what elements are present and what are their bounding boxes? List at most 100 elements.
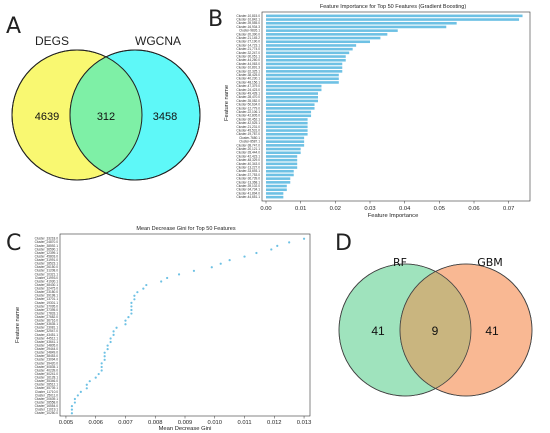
chart-c-tick-label-y: Cluster_10250.0 (35, 411, 59, 415)
chart-b-xlabel: Feature Importance (368, 213, 419, 219)
chart-c-tick-label-x: 0.013 (297, 420, 312, 426)
chart-b-tick-label-y: Cluster-21,231.0 (236, 125, 260, 129)
chart-b-bar (266, 177, 291, 180)
chart-b-tick-label-y: Cluster-10,842.1 (236, 17, 260, 21)
chart-b-bar (266, 18, 520, 21)
chart-c-tick-label-y: Cluster_16554.0 (35, 404, 59, 408)
chart-b-tick-label-y: Cluster-9826.1 (239, 29, 260, 33)
chart-b-bar (266, 51, 350, 55)
chart-c-point (106, 344, 109, 347)
chart-b-tick-label-y: Cluster-13,227.0 (236, 165, 260, 169)
chart-c-point (142, 287, 145, 290)
chart-c-tick-label-x: 0.008 (148, 420, 163, 426)
chart-c-point (85, 387, 88, 390)
chart-c-tick-label-y: Cluster_35346.0 (35, 379, 59, 383)
chart-b-title: Feature Importance for Top 50 Features (… (320, 4, 467, 10)
chart-b-tick-label-y: Cluster-24,423.0 (236, 88, 260, 92)
chart-b-tick-label-y: Cluster-50,634.0 (236, 103, 260, 107)
chart-c-tick-label-x: 0.005 (59, 420, 74, 426)
chart-b-ylabel: Feature name (224, 85, 230, 121)
chart-b-bar (266, 33, 388, 36)
chart-b-plot-area (261, 11, 531, 202)
chart-b-bar (266, 173, 294, 177)
chart-c-point (133, 294, 136, 297)
chart-c-tick-label-y: Cluster_31208.0 (35, 269, 59, 273)
chart-c-tick-label-y: Cluster_45739.1 (35, 386, 59, 390)
chart-b-bar (266, 95, 318, 99)
chart-b-tick-label-y: Cluster-44,651.1 (236, 195, 260, 199)
chart-b-bar (266, 162, 298, 166)
chart-b-tick-label-y: Cluster-48,329.0 (236, 158, 260, 162)
chart-c-point (177, 273, 181, 276)
chart-b-tick-label-y: Cluster-14,723.1 (236, 43, 260, 47)
chart-c-tick-label-y: Cluster_13701.1 (35, 297, 59, 301)
venn-d-right-label: GBM (477, 256, 503, 269)
venn-a-right-count: 3458 (153, 111, 177, 123)
chart-c-tick-label-y: Cluster_36716.0 (35, 319, 59, 323)
panel-letter-d: D (335, 231, 352, 256)
chart-b-tick-label-y: Cluster-7680.1 (239, 136, 260, 140)
chart-b-tick-label-y: Cluster-10,891.3 (236, 66, 260, 70)
venn-a-left-label: DEGS (35, 34, 69, 48)
chart-b-tick-label-y: Cluster-33,693.1 (236, 169, 260, 173)
chart-b-tick-label-y: Cluster-8587.1 (239, 140, 260, 144)
chart-c-point (100, 365, 103, 369)
chart-b-tick-label-y: Cluster-21,145.2 (236, 36, 260, 40)
chart-c-point (106, 348, 109, 351)
chart-c-tick-label-y: Cluster_19301.1 (35, 301, 59, 305)
chart-b-bar (266, 107, 315, 110)
chart-c-tick-label-y: Cluster_23180.0 (35, 290, 59, 294)
chart-c-tick-label-y: Cluster_28558.0 (35, 400, 59, 404)
chart-b-bar (266, 151, 301, 155)
chart-c-plot-area (59, 233, 311, 417)
chart-c-point (79, 390, 82, 393)
chart-b-tick-label-x: 0.01 (295, 206, 306, 212)
chart-c-tick-label-y: Cluster_11710.0 (35, 390, 58, 394)
chart-b-tick-label-y: Cluster-30,452.1 (236, 117, 260, 121)
chart-b-tick-label-x: 0.03 (364, 206, 375, 212)
chart-b-tick-label-y: Cluster-39,555.0 (236, 21, 260, 25)
chart-b-bar (266, 25, 447, 29)
chart-c-tick-label-y: Cluster_12399.1 (35, 251, 59, 255)
chart-c-point (94, 376, 97, 379)
chart-b-tick-label-y: Cluster-39,102.0 (236, 184, 260, 188)
chart-c-point (103, 355, 106, 358)
chart-c-tick-label-y: Cluster_23081.1 (35, 326, 59, 330)
chart-b-tick-label-x: 0.06 (468, 206, 479, 212)
chart-b-bar (266, 144, 305, 147)
scatter-chart-c: Mean Decrease Gini for Top 50 Features M… (15, 226, 311, 432)
venn-d: RF GBM 41 9 41 (338, 256, 533, 397)
chart-b-tick-label-y: Cluster-32,325.1 (236, 69, 260, 73)
chart-b-bar (266, 158, 298, 162)
chart-b-tick-label-y: Cluster-37,753.0 (236, 173, 260, 177)
chart-c-point (70, 408, 74, 411)
chart-b-bar (266, 147, 301, 151)
chart-b-tick-label-y: Cluster-27,190.0 (236, 40, 260, 44)
chart-c-point (70, 405, 74, 408)
chart-b-tick-label-y: Cluster-44,260.0 (236, 58, 260, 62)
venn-d-intersection-count: 9 (432, 324, 439, 338)
chart-b-tick-label-y: Cluster-10,815.0 (236, 14, 260, 18)
chart-b-tick-label-y: Cluster-42,805.0 (236, 114, 260, 118)
chart-c-tick-label-y: Cluster_32475.0 (35, 287, 59, 291)
chart-b-tick-label-y: Cluster-13,368.1 (236, 180, 260, 184)
venn-d-right-count: 41 (485, 324, 499, 338)
chart-b-bar (266, 84, 322, 88)
chart-b-bar (266, 58, 346, 62)
chart-b-bar (266, 62, 343, 66)
venn-a-intersection (70, 50, 142, 180)
panel-letter-b: B (208, 7, 223, 32)
chart-c-tick-label-x: 0.009 (178, 420, 193, 426)
chart-c-tick-label-x: 0.012 (267, 420, 282, 426)
chart-c-point (228, 259, 231, 262)
chart-b-bar (266, 81, 339, 84)
chart-c-tick-label-y: Cluster_24849.0 (35, 351, 59, 355)
chart-c-tick-label-y: Cluster_20639.1 (35, 397, 59, 401)
chart-c-xlabel: Mean Decrease Gini (159, 426, 212, 432)
venn-a: DEGS WGCNA 4639 312 3458 (11, 34, 201, 181)
chart-b-tick-label-y: Cluster-22,106.1 (236, 110, 260, 114)
chart-b-bar (266, 92, 318, 95)
chart-c-tick-label-y: Cluster_23094.0 (35, 358, 59, 362)
chart-b-bar (266, 118, 308, 121)
chart-c-point (109, 340, 112, 344)
